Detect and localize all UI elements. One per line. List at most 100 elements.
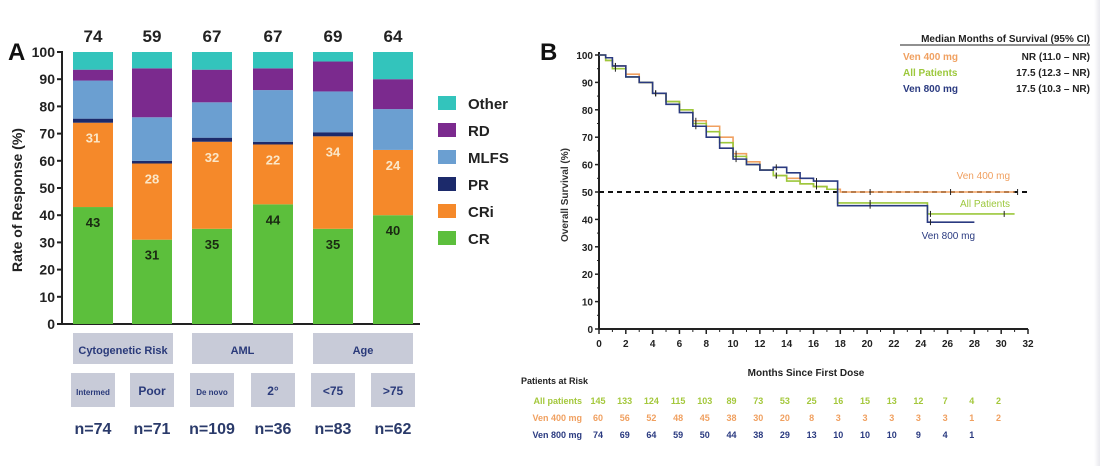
- n-label: n=83: [315, 421, 352, 438]
- risk-table-value: 1: [969, 413, 974, 423]
- bar-segment-cr: [192, 228, 232, 324]
- bar-segment-rd: [253, 68, 293, 91]
- risk-table-value: 103: [697, 396, 712, 406]
- median-table-value: 17.5 (12.3 – NR): [1016, 68, 1090, 79]
- bar-segment-other: [373, 52, 413, 80]
- y-tick-label-a: 20: [39, 262, 55, 278]
- bars-a: 43 31 31 28 35 32 44 22 35 34 40 24: [73, 52, 413, 324]
- curve-end-label: All Patients: [960, 199, 1010, 210]
- y-tick-label-b: 90: [582, 78, 594, 89]
- category-label-box: [71, 373, 115, 407]
- bar-segment-cri: [132, 163, 172, 240]
- bar-value-label: 24: [386, 158, 401, 173]
- bar-top-label: 67: [203, 27, 222, 46]
- y-tick-label-a: 30: [39, 234, 55, 250]
- risk-table-row-label: All patients: [533, 396, 582, 406]
- risk-table-value: 44: [726, 430, 736, 440]
- category-label-box: [311, 373, 355, 407]
- bar-segment-rd: [132, 68, 172, 118]
- median-table-header: Median Months of Survival (95% CI): [921, 34, 1090, 45]
- risk-table-value: 124: [644, 396, 659, 406]
- bar-segment-other: [253, 52, 293, 69]
- x-tick-label-b: 4: [650, 339, 656, 350]
- risk-table-value: 56: [620, 413, 630, 423]
- y-tick-label-b: 40: [582, 215, 594, 226]
- risk-table-value: 133: [617, 396, 632, 406]
- bar-segment-cr: [253, 204, 293, 324]
- risk-table-value: 2: [996, 396, 1001, 406]
- risk-table-value: 74: [593, 430, 603, 440]
- bar-segment-mlfs: [132, 117, 172, 161]
- y-tick-label-b: 100: [576, 51, 593, 62]
- bar-value-label: 43: [86, 215, 100, 230]
- n-label: n=74: [75, 421, 112, 438]
- x-tick-label-b: 14: [781, 339, 793, 350]
- y-axis-a: 0 10 20 30 40 50 60 70 80 90 100: [32, 44, 420, 332]
- risk-table-value: 38: [726, 413, 736, 423]
- x-tick-label-b: 28: [969, 339, 981, 350]
- bar-segment-mlfs: [313, 91, 353, 133]
- y-tick-label-a: 10: [39, 289, 55, 305]
- x-tick-label-b: 30: [996, 339, 1008, 350]
- risk-table-value: 13: [887, 396, 897, 406]
- n-label: n=109: [189, 421, 235, 438]
- y-tick-label-a: 100: [32, 44, 56, 60]
- x-tick-label-b: 26: [942, 339, 954, 350]
- curve-end-label: Ven 400 mg: [957, 171, 1010, 182]
- bar-segment-pr: [253, 141, 293, 145]
- risk-table-value: 3: [916, 413, 921, 423]
- bar-segment-cr: [313, 228, 353, 324]
- bar-segment-pr: [132, 160, 172, 164]
- y-tick-label-a: 90: [39, 71, 55, 87]
- legend-swatch-mlfs: [438, 150, 456, 164]
- x-axis-title-b: Months Since First Dose: [748, 368, 865, 379]
- risk-table-value: 145: [590, 396, 605, 406]
- median-table-label: Ven 800 mg: [903, 84, 958, 95]
- curve-end-label: Ven 800 mg: [922, 231, 975, 242]
- risk-table-value: 13: [807, 430, 817, 440]
- category-label: 2°: [267, 384, 279, 398]
- bar-value-label: 32: [205, 150, 219, 165]
- risk-table-value: 64: [646, 430, 656, 440]
- risk-table-value: 16: [833, 396, 843, 406]
- panel-b-survival-chart: B Overall Survival (%) Months Since Firs…: [521, 34, 1090, 440]
- category-label-box: [190, 373, 234, 407]
- x-tick-label-b: 10: [728, 339, 740, 350]
- risk-table-value: 3: [862, 413, 867, 423]
- bar-top-label: 74: [84, 27, 103, 46]
- risk-table-value: 4: [943, 430, 948, 440]
- legend-label-cr: CR: [468, 231, 490, 248]
- x-tick-label-b: 8: [703, 339, 709, 350]
- survival-curve-ven-800-mg: [599, 54, 975, 223]
- risk-table-value: 25: [807, 396, 817, 406]
- n-label: n=36: [255, 421, 292, 438]
- bar-value-label: 44: [266, 212, 281, 227]
- bar-segment-other: [192, 52, 232, 70]
- risk-table-value: 50: [700, 430, 710, 440]
- bar-segment-other: [73, 52, 113, 70]
- risk-table-row-label: Ven 400 mg: [532, 413, 582, 423]
- risk-table-value: 15: [860, 396, 870, 406]
- category-label-box: [130, 373, 174, 407]
- curve-end-labels: Ven 400 mg All Patients Ven 800 mg: [922, 171, 1010, 242]
- risk-table-value: 10: [887, 430, 897, 440]
- risk-table-value: 3: [836, 413, 841, 423]
- median-table-label: Ven 400 mg: [903, 52, 958, 63]
- risk-table-value: 10: [860, 430, 870, 440]
- x-tick-label-b: 12: [754, 339, 766, 350]
- bar-segment-cri: [73, 122, 113, 208]
- risk-table-value: 2: [996, 413, 1001, 423]
- category-label: Poor: [138, 384, 166, 398]
- bar-segment-rd: [313, 61, 353, 92]
- category-label: Intermed: [76, 388, 110, 397]
- y-tick-label-a: 70: [39, 126, 55, 142]
- risk-table-value: 20: [780, 413, 790, 423]
- panel-label-b: B: [540, 39, 557, 66]
- risk-table-value: 48: [673, 413, 683, 423]
- y-tick-label-b: 0: [587, 325, 593, 336]
- category-label-box: [251, 373, 295, 407]
- risk-table-value: 38: [753, 430, 763, 440]
- median-survival-table: Median Months of Survival (95% CI) Ven 40…: [900, 34, 1090, 95]
- risk-table-title: Patients at Risk: [521, 376, 589, 386]
